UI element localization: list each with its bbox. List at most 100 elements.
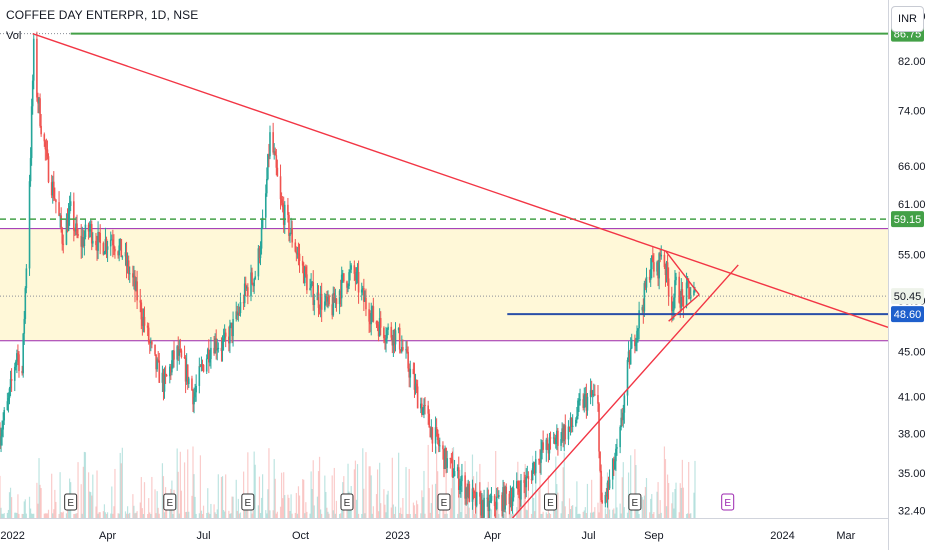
- candle-body: [77, 234, 79, 236]
- candle-body: [630, 339, 633, 349]
- volume-bar: [431, 484, 433, 518]
- volume-bar: [468, 507, 470, 518]
- volume-bar: [545, 512, 547, 518]
- candle-body: [195, 385, 197, 393]
- candle-body: [291, 227, 293, 243]
- candle-body: [488, 500, 491, 512]
- earnings-marker[interactable]: [544, 493, 558, 511]
- volume-bar: [232, 496, 234, 518]
- earnings-marker[interactable]: [437, 493, 451, 511]
- candle-body: [297, 253, 300, 255]
- candle-body: [604, 494, 607, 504]
- candle-body: [90, 224, 93, 244]
- earnings-marker[interactable]: [340, 493, 354, 511]
- volume-bar: [87, 472, 90, 518]
- candle-body: [620, 417, 622, 428]
- candle-body: [269, 132, 271, 157]
- candle-body: [612, 459, 615, 470]
- candle-body: [230, 322, 232, 326]
- volume-bar: [616, 507, 618, 518]
- candle-body: [102, 243, 105, 255]
- volume-bar: [40, 488, 42, 518]
- candle-body: [679, 302, 682, 308]
- volume-bar: [51, 473, 53, 518]
- volume-bar: [349, 510, 351, 518]
- earnings-marker[interactable]: [64, 493, 78, 511]
- candle-body: [132, 273, 134, 278]
- candle-body: [13, 366, 16, 381]
- candle-body: [634, 339, 636, 347]
- candle-body: [328, 295, 330, 305]
- volume-bar: [90, 492, 92, 518]
- currency-button[interactable]: INR: [891, 6, 924, 32]
- volume-bar: [490, 509, 493, 518]
- candle-body: [155, 354, 157, 370]
- volume-bar: [60, 512, 62, 518]
- earnings-marker[interactable]: [628, 493, 642, 511]
- volume-bar: [110, 513, 112, 518]
- candle-body: [627, 351, 630, 360]
- candle-body: [301, 260, 304, 266]
- candle-body: [379, 318, 382, 328]
- earnings-marker[interactable]: [241, 493, 255, 511]
- volume-bar: [384, 504, 386, 518]
- volume-bar: [526, 510, 528, 518]
- candle-body: [501, 495, 503, 511]
- candle-body: [55, 199, 57, 203]
- volume-bar: [450, 488, 452, 518]
- upcoming-earnings-marker[interactable]: [721, 493, 735, 511]
- earnings-marker[interactable]: [163, 493, 177, 511]
- candle-body: [519, 492, 521, 500]
- volume-bar: [567, 513, 570, 518]
- candle-body: [562, 428, 564, 442]
- candle-body: [567, 426, 570, 440]
- volume-bar: [147, 513, 149, 518]
- volume-bar: [568, 498, 571, 518]
- volume-bar: [273, 459, 275, 518]
- candle-body: [540, 450, 542, 463]
- volume-bar: [53, 509, 55, 518]
- candle-body: [660, 254, 663, 257]
- candle-body: [178, 349, 181, 356]
- candle-body: [517, 481, 519, 489]
- volume-bar: [652, 513, 654, 518]
- volume-bar: [657, 482, 659, 518]
- volume-bar: [134, 513, 136, 518]
- volume-bar: [427, 444, 429, 518]
- price-badge: [891, 211, 924, 228]
- volume-bar: [341, 507, 343, 518]
- candle-body: [37, 97, 39, 104]
- candle-body: [99, 232, 101, 244]
- volume-bar: [557, 492, 559, 518]
- candle-body: [163, 373, 166, 392]
- volume-bar: [663, 446, 666, 518]
- volume-bar: [39, 484, 41, 518]
- volume-bar: [621, 477, 623, 518]
- candle-body: [83, 237, 86, 247]
- volume-bar: [327, 511, 329, 518]
- volume-bar: [338, 513, 341, 518]
- volume-bar: [239, 512, 242, 518]
- volume-bar: [451, 448, 454, 518]
- candle-body: [386, 329, 388, 339]
- candle-body: [127, 260, 130, 275]
- candle-body: [486, 497, 489, 499]
- time-tick-label: 2023: [385, 530, 409, 542]
- volume-bar: [305, 502, 307, 518]
- candle-body: [30, 106, 33, 159]
- candle-body: [170, 366, 172, 373]
- volume-bar: [687, 513, 689, 518]
- candle-body: [58, 202, 60, 216]
- volume-bar: [201, 514, 204, 518]
- volume-bar: [43, 513, 45, 518]
- candle-body: [686, 281, 689, 283]
- candle-body: [46, 149, 49, 157]
- candle-body: [168, 366, 171, 377]
- volume-bar: [363, 488, 365, 518]
- candle-body: [564, 425, 567, 440]
- volume-bar: [591, 479, 593, 518]
- candle-body: [280, 199, 283, 203]
- candle-body: [87, 224, 90, 232]
